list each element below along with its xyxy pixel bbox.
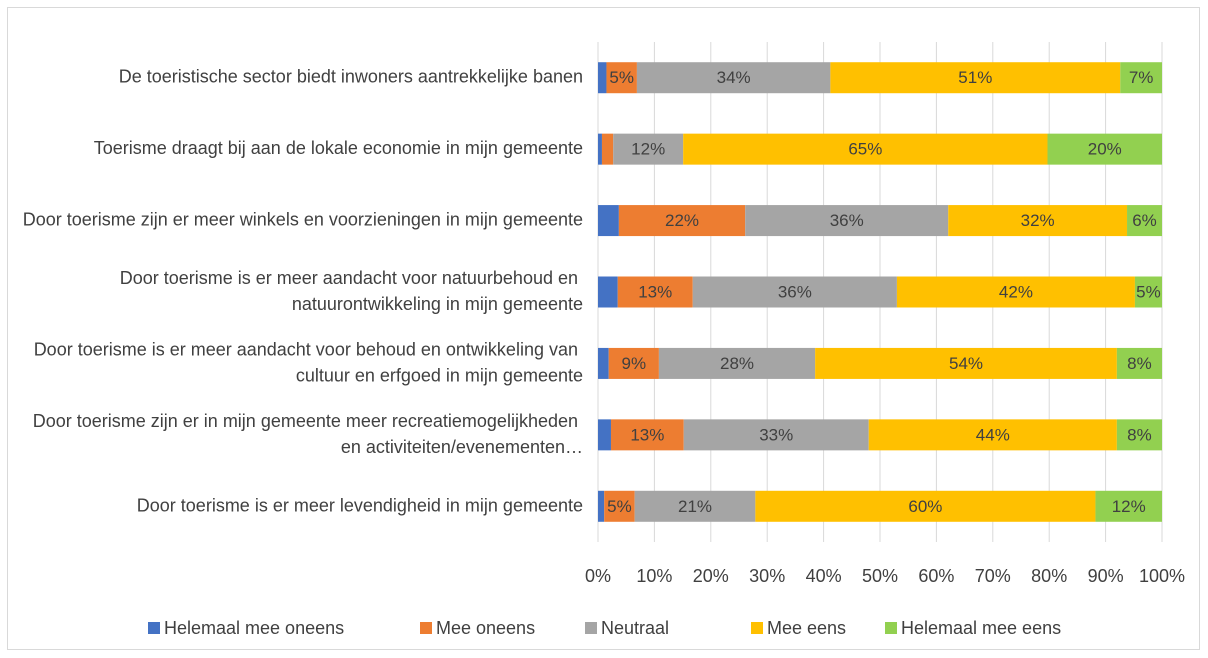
legend-label: Mee oneens <box>436 618 535 638</box>
bar-segment <box>618 205 746 237</box>
bar-segment <box>598 419 611 451</box>
data-label: 12% <box>631 140 665 159</box>
bar-segment <box>608 347 659 379</box>
bar-segment <box>613 133 684 165</box>
data-label: 28% <box>720 354 754 373</box>
bar-segment <box>1116 419 1162 451</box>
data-label: 12% <box>1112 497 1146 516</box>
data-label: 13% <box>638 282 672 301</box>
bar-segment <box>896 276 1135 308</box>
bar-segment <box>601 133 614 165</box>
bar-segment <box>604 490 635 522</box>
bar-segment <box>598 133 602 165</box>
legend-swatch <box>420 622 432 634</box>
data-label: 13% <box>630 425 664 444</box>
data-label: 33% <box>759 425 793 444</box>
data-label: 42% <box>999 282 1033 301</box>
bar-segment <box>1095 490 1162 522</box>
bar-segment <box>598 62 607 94</box>
bar-segment <box>617 276 693 308</box>
bar-segment <box>683 133 1048 165</box>
bar-segment <box>830 62 1121 94</box>
data-label: 21% <box>678 497 712 516</box>
data-label: 65% <box>848 140 882 159</box>
bar-segment <box>598 490 605 522</box>
bar-segment <box>745 205 949 237</box>
bar-segment <box>755 490 1096 522</box>
x-tick-label: 30% <box>749 566 785 586</box>
bar-segment <box>634 490 756 522</box>
data-label: 5% <box>1136 282 1161 301</box>
bar-segment <box>1127 205 1162 237</box>
category-label: Door toerisme is er meer levendigheid in… <box>137 495 583 515</box>
legend-label: Neutraal <box>601 618 669 638</box>
category-label: Door toerisme zijn er meer winkels en vo… <box>23 209 583 229</box>
x-tick-label: 100% <box>1139 566 1185 586</box>
x-tick-label: 70% <box>975 566 1011 586</box>
legend-label: Mee eens <box>767 618 846 638</box>
bar-segment <box>1116 347 1162 379</box>
x-tick-label: 40% <box>806 566 842 586</box>
x-tick-label: 80% <box>1031 566 1067 586</box>
category-label: Door toerisme is er meer aandacht voor n… <box>120 268 583 314</box>
data-label: 60% <box>908 497 942 516</box>
bar-segment <box>948 205 1128 237</box>
data-label: 9% <box>622 354 647 373</box>
bar-segment <box>1120 62 1162 94</box>
x-tick-label: 20% <box>693 566 729 586</box>
category-label: De toeristische sector biedt inwoners aa… <box>119 66 583 86</box>
data-label: 5% <box>609 68 634 87</box>
data-label: 54% <box>949 354 983 373</box>
data-label: 8% <box>1127 354 1152 373</box>
bar-segment <box>658 347 816 379</box>
x-tick-label: 60% <box>918 566 954 586</box>
data-label: 51% <box>958 68 992 87</box>
bar-segment <box>636 62 831 94</box>
data-label: 20% <box>1088 140 1122 159</box>
data-label: 34% <box>717 68 751 87</box>
legend-swatch <box>751 622 763 634</box>
data-label: 32% <box>1021 211 1055 230</box>
legend-swatch <box>148 622 160 634</box>
bar-segment <box>692 276 897 308</box>
bar-segment <box>1047 133 1162 165</box>
data-label: 44% <box>976 425 1010 444</box>
bar-segment <box>815 347 1117 379</box>
bar-segment <box>598 205 619 237</box>
x-tick-label: 10% <box>636 566 672 586</box>
bar-segment <box>606 62 637 94</box>
bar-segment <box>868 419 1117 451</box>
data-label: 5% <box>607 497 632 516</box>
data-label: 6% <box>1132 211 1157 230</box>
legend-label: Helemaal mee oneens <box>164 618 344 638</box>
bar-segment <box>683 419 869 451</box>
bar-segment <box>1134 276 1162 308</box>
category-label: Door toerisme is er meer aandacht voor b… <box>34 339 583 385</box>
data-label: 36% <box>778 282 812 301</box>
legend-swatch <box>885 622 897 634</box>
data-label: 8% <box>1127 425 1152 444</box>
x-tick-label: 0% <box>585 566 611 586</box>
legend-label: Helemaal mee eens <box>901 618 1061 638</box>
chart-frame <box>7 7 1200 650</box>
data-label: 36% <box>830 211 864 230</box>
data-label: 22% <box>665 211 699 230</box>
category-label: Door toerisme zijn er in mijn gemeente m… <box>33 411 583 457</box>
data-label: 7% <box>1129 68 1154 87</box>
bar-segment <box>610 419 684 451</box>
x-tick-label: 90% <box>1088 566 1124 586</box>
legend-swatch <box>585 622 597 634</box>
bar-segment <box>598 276 618 308</box>
bar-segment <box>598 347 609 379</box>
category-label: Toerisme draagt bij aan de lokale econom… <box>94 138 583 158</box>
x-tick-label: 50% <box>862 566 898 586</box>
